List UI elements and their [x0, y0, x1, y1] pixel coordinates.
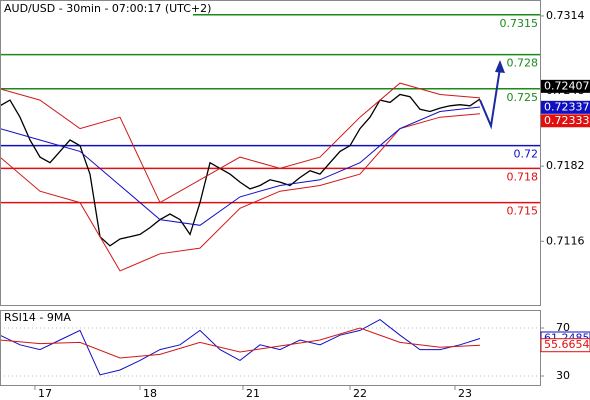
level-label-bg — [506, 56, 539, 70]
series-line — [0, 82, 481, 204]
forecast-arrow — [479, 67, 501, 130]
level-label: 0.725 — [507, 91, 539, 104]
series-line — [0, 106, 481, 226]
rsi-y-tick-label: 70 — [556, 321, 570, 334]
x-tick-label: 22 — [353, 387, 367, 400]
title-bg — [1, 1, 193, 16]
x-tick-label: 18 — [143, 387, 157, 400]
level-label: 0.718 — [507, 170, 539, 183]
level-label-bg — [506, 170, 539, 184]
rsi-y-tick-label: 30 — [556, 369, 570, 382]
rsi-tag-label: 55.6654 — [544, 338, 590, 351]
x-tick-label: 23 — [458, 387, 472, 400]
level-label-bg — [506, 147, 539, 161]
rsi-title: RSI14 - 9MA — [4, 311, 71, 324]
level-label-bg — [506, 16, 539, 30]
x-tick-label: 21 — [246, 387, 260, 400]
price-tag-label: 0.72407 — [544, 79, 590, 92]
series-line — [0, 93, 481, 247]
forecast-arrowhead — [495, 60, 505, 73]
series-line — [0, 327, 481, 359]
rsi-tag — [540, 338, 590, 353]
y-tick-label: 0.7314 — [546, 9, 585, 22]
price-panel-border — [0, 0, 541, 306]
price-tag — [541, 114, 590, 128]
price-tag — [541, 100, 590, 114]
y-tick-label: 0.7182 — [546, 159, 585, 172]
level-label-bg — [506, 90, 539, 104]
level-label-bg — [506, 204, 539, 218]
price-tag — [541, 79, 590, 93]
y-tick-label: 0.7116 — [546, 234, 585, 247]
price-tag-label: 0.72337 — [544, 100, 590, 113]
chart-title: AUD/USD - 30min - 07:00:17 (UTC+2) — [4, 2, 211, 15]
level-label: 0.7315 — [500, 17, 539, 30]
level-label: 0.72 — [514, 148, 539, 161]
level-label: 0.715 — [507, 205, 539, 218]
x-tick-label: 17 — [38, 387, 52, 400]
level-label: 0.728 — [507, 57, 539, 70]
series-line — [0, 319, 481, 376]
plot-layer: 0.7315 0.728 0.725 0.72 0.718 0.715 — [0, 14, 540, 377]
price-tag-label: 0.72333 — [544, 114, 590, 127]
